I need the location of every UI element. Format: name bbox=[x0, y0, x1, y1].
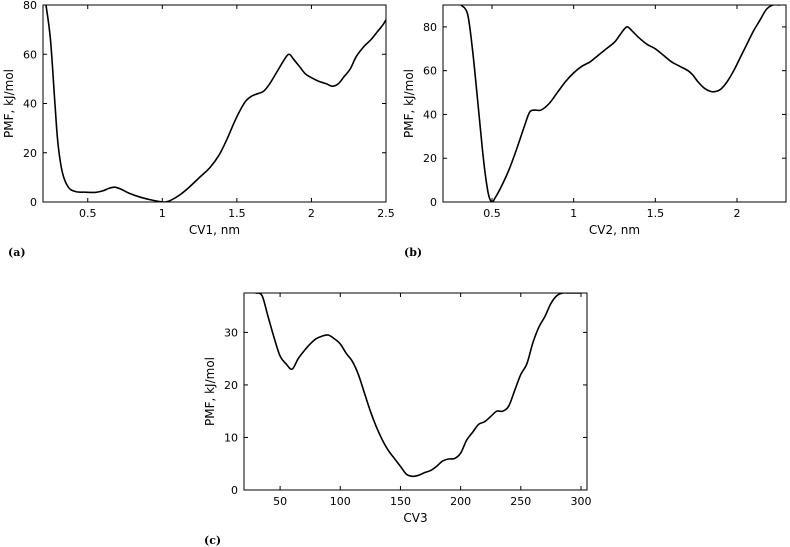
x-tick-label: 2.5 bbox=[377, 207, 395, 220]
y-tick-label: 20 bbox=[224, 379, 238, 392]
pmf-curve-c bbox=[255, 293, 582, 478]
panel-label: (b) bbox=[404, 246, 422, 259]
x-tick-label: 0.5 bbox=[79, 207, 97, 220]
y-tick-label: 60 bbox=[23, 48, 37, 61]
x-tick-label: 1.5 bbox=[228, 207, 246, 220]
panel-label: (c) bbox=[204, 534, 221, 547]
x-tick-label: 300 bbox=[570, 495, 591, 508]
y-tick-label: 30 bbox=[224, 326, 238, 339]
y-tick-label: 0 bbox=[30, 196, 37, 209]
x-axis-label: CV3 bbox=[403, 511, 427, 525]
chart-panel-a: 0.5 1 1.5 2 2.5 0 20 40 60 80 CV1, nm PMF, kJ/mol (a… bbox=[2, 0, 395, 259]
x-tick-label: 2 bbox=[734, 207, 741, 220]
plot-frame bbox=[243, 292, 588, 491]
x-tick-label: 1 bbox=[159, 207, 166, 220]
y-axis-label: PMF, kJ/mol bbox=[2, 69, 16, 138]
y-tick-label: 20 bbox=[423, 152, 437, 165]
chart-panel-c: 50 100 150 200 250 300 0 10 20 30 CV3 PMF, kJ/mol (c… bbox=[203, 292, 591, 547]
x-tick-label: 150 bbox=[390, 495, 411, 508]
y-tick-label: 40 bbox=[423, 108, 437, 121]
y-tick-label: 20 bbox=[23, 147, 37, 160]
x-tick-label: 250 bbox=[510, 495, 531, 508]
x-tick-label: 0.5 bbox=[483, 207, 501, 220]
x-tick-label: 2 bbox=[308, 207, 315, 220]
y-axis-label: PMF, kJ/mol bbox=[203, 357, 217, 426]
x-axis-label: CV2, nm bbox=[589, 223, 640, 237]
y-tick-label: 0 bbox=[231, 484, 238, 497]
x-tick-label: 200 bbox=[450, 495, 471, 508]
x-tick-label: 50 bbox=[273, 495, 287, 508]
x-tick-label: 1 bbox=[570, 207, 577, 220]
y-tick-label: 60 bbox=[423, 65, 437, 78]
pmf-curve-b bbox=[460, 5, 781, 202]
pmf-curve-a bbox=[45, 5, 386, 202]
y-tick-label: 40 bbox=[23, 98, 37, 111]
plot-frame bbox=[42, 4, 387, 203]
y-tick-label: 0 bbox=[430, 196, 437, 209]
x-axis-label: CV1, nm bbox=[189, 223, 240, 237]
y-tick-label: 80 bbox=[423, 21, 437, 34]
x-tick-label: 1.5 bbox=[647, 207, 665, 220]
y-tick-label: 80 bbox=[23, 0, 37, 12]
y-tick-label: 10 bbox=[224, 431, 238, 444]
y-axis-label: PMF, kJ/mol bbox=[402, 69, 416, 138]
plot-frame bbox=[442, 4, 787, 203]
x-tick-label: 100 bbox=[330, 495, 351, 508]
panel-label: (a) bbox=[8, 246, 26, 259]
